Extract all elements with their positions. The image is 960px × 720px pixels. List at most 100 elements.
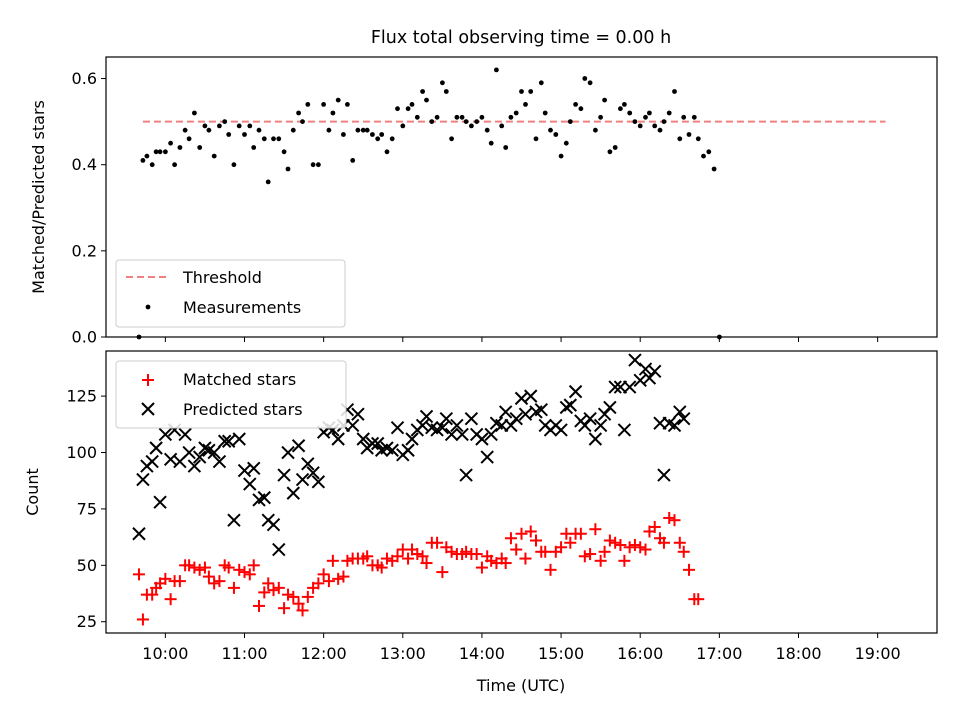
measurement-point <box>582 76 588 81</box>
measurement-point <box>528 89 534 94</box>
matched-star-point <box>380 552 393 565</box>
matched-star-point <box>326 554 339 567</box>
measurement-point <box>335 97 341 103</box>
matched-star-point <box>391 550 404 563</box>
predicted-star-point <box>281 445 295 460</box>
measurement-point <box>360 127 366 133</box>
measurement-point <box>296 110 301 116</box>
measurement-point <box>236 123 242 129</box>
top-chart-title: Flux total observing time = 0.00 h <box>371 28 671 48</box>
predicted-star-point <box>295 472 310 487</box>
measurement-point <box>163 149 168 155</box>
predicted-star-point <box>145 454 159 469</box>
measurement-point <box>345 102 350 107</box>
matched-star-point <box>202 570 215 583</box>
matched-star-point <box>361 550 374 563</box>
matched-star-point <box>578 550 591 563</box>
matched-star-point <box>132 568 145 581</box>
predicted-star-point <box>455 427 469 442</box>
matched-star-point <box>267 584 280 597</box>
measurement-point <box>276 136 282 142</box>
matched-star-point <box>188 561 201 574</box>
matched-star-point <box>198 561 211 574</box>
matched-star-point <box>524 525 537 538</box>
predicted-star-point <box>221 434 236 448</box>
measurement-point <box>290 127 296 133</box>
measurement-point <box>607 149 613 155</box>
measurement-point <box>563 140 569 146</box>
matched-star-point <box>692 593 705 606</box>
measurement-point <box>182 127 188 133</box>
predicted-star-point <box>153 495 167 509</box>
matched-star-point <box>589 523 602 536</box>
matched-star-point <box>238 566 251 579</box>
predicted-star-point <box>444 427 459 442</box>
measurement-point <box>389 136 395 142</box>
predicted-star-point <box>563 398 578 412</box>
matched-star-point <box>337 570 350 583</box>
measurement-point <box>420 89 425 94</box>
bottom-x-tick-label: 19:00 <box>855 644 901 663</box>
measurement-point <box>587 80 593 86</box>
matched-star-point <box>673 536 686 549</box>
matched-star-point <box>657 536 670 549</box>
matched-star-point <box>574 527 587 540</box>
bottom-y-tick-label: 100 <box>66 443 97 462</box>
predicted-star-point <box>158 427 173 442</box>
bottom-x-axis: 10:00 11:00 12:00 13:00 14:00 15:00 16:00 17:00… <box>142 633 901 663</box>
measurement-points <box>136 67 722 340</box>
measurement-point <box>197 145 203 150</box>
measurement-point <box>681 114 687 120</box>
measurement-point <box>271 136 276 142</box>
matched-star-point <box>402 552 415 565</box>
matched-star-point <box>639 543 652 556</box>
bottom-y-tick-label: 75 <box>77 499 97 518</box>
matched-star-point <box>634 541 647 554</box>
matched-star-point <box>598 545 611 558</box>
matched-star-point <box>296 604 309 617</box>
measurement-point <box>661 119 667 124</box>
matched-star-point <box>677 545 690 558</box>
measurement-point <box>666 110 672 116</box>
measurement-point <box>469 123 474 129</box>
matched-star-point <box>301 590 314 603</box>
predicted-star-point <box>266 518 281 532</box>
top-y-axis-label: Matched/Predicted stars <box>29 100 48 294</box>
matched-star-point <box>375 561 388 574</box>
measurement-point <box>261 136 267 142</box>
measurement-point <box>598 114 603 120</box>
matched-star-point <box>262 577 275 590</box>
measurement-point <box>463 119 469 124</box>
matched-star-point <box>208 577 221 590</box>
predicted-star-point <box>182 445 196 460</box>
measurement-point <box>612 145 618 150</box>
predicted-star-point <box>257 490 271 505</box>
predicted-legend-swatch <box>141 402 155 416</box>
predicted-star-point <box>390 420 405 435</box>
measurement-point <box>375 136 381 142</box>
predicted-star-point <box>657 468 671 482</box>
predicted-star-point <box>149 441 163 455</box>
measurement-point <box>305 102 311 107</box>
top-x-ticks <box>164 337 879 342</box>
predicted-star-point <box>272 542 286 557</box>
predicted-star-point <box>648 364 662 379</box>
predicted-star-point <box>286 486 301 500</box>
measurement-point <box>647 110 652 116</box>
matched-star-point <box>332 572 345 585</box>
measurement-point <box>429 119 435 124</box>
predicted-star-point <box>603 400 617 415</box>
measurement-point <box>350 158 356 163</box>
matched-star-point <box>663 511 676 524</box>
matched-star-point <box>146 588 159 601</box>
predicted-star-point <box>311 475 326 489</box>
predicted-star-point <box>212 454 227 469</box>
predicted-star-point <box>518 407 533 421</box>
matched-star-point <box>683 563 696 576</box>
predicted-legend-label: Predicted stars <box>183 400 303 419</box>
measurement-point <box>149 162 155 168</box>
measurement-point <box>622 102 627 107</box>
measurement-point <box>405 106 411 112</box>
measurement-point <box>553 132 559 137</box>
matched-star-point <box>504 532 517 545</box>
